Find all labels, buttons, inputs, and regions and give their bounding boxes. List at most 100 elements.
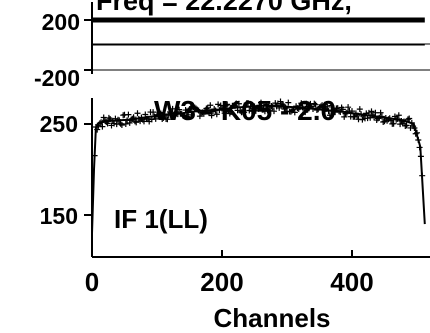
data-point [235,100,242,107]
data-point [356,106,363,113]
data-point [219,105,225,112]
data-point [332,109,339,116]
bottom-panel: 250 150 W3 - K05 - 2.0 IF 1(LL) 0 200 400 … [40,95,430,333]
data-point [377,109,384,116]
data-point [311,100,318,107]
data-point [419,172,426,179]
data-point [285,99,292,106]
data-point [131,118,138,125]
data-point [317,103,324,110]
data-point [282,105,289,112]
data-point [334,105,341,112]
data-point [325,108,332,115]
top-series-group [92,17,425,46]
data-point [245,99,251,106]
bottom-y-tick-label-150: 150 [40,203,78,229]
data-point [92,152,98,159]
data-point [298,100,305,107]
data-point [222,102,229,109]
data-point [278,100,285,107]
data-point [342,110,349,117]
data-point [291,109,298,116]
data-point [156,109,163,116]
data-point [412,130,419,137]
data-point [290,106,297,113]
data-point [416,144,423,151]
data-point [196,113,203,120]
data-point [395,112,402,119]
data-point [134,110,141,117]
x-tick-label: 200 [200,267,243,297]
data-point [345,104,352,111]
top-y-tick-label-minus-200: -200 [34,65,80,91]
data-point [213,111,220,118]
data-point [115,116,121,123]
data-point [182,107,189,114]
data-point [324,103,331,110]
data-point [164,116,171,123]
data-point [336,108,342,115]
data-point [208,112,215,119]
data-point [94,126,101,133]
bottom-series-group [92,98,426,234]
data-point [157,110,164,117]
data-point [144,115,151,122]
data-point [408,119,415,126]
data-point [411,124,418,131]
data-point [242,103,249,110]
data-point [349,108,355,115]
source-annotation: W3 - K05 - 2.0 [154,95,336,126]
x-axis-label: Channels [213,303,330,333]
data-point [302,109,309,116]
data-point [394,115,401,122]
data-point [300,105,307,112]
data-point [150,109,157,116]
data-point [341,113,348,120]
data-point [228,108,235,115]
data-point [202,108,209,115]
data-point [221,110,228,117]
data-point [276,104,283,111]
data-point [414,129,420,136]
top-title: Freq = 22.2270 GHz, [96,0,352,16]
data-point [393,116,400,123]
data-point [130,114,137,121]
data-point [388,117,394,124]
data-point [312,101,319,108]
data-point [326,112,333,119]
bottom-y-tick-label-250: 250 [40,111,78,137]
x-axis-ticks: 0 200 400 [85,250,374,297]
data-point [117,120,124,127]
data-point [415,137,422,144]
data-point [404,116,411,123]
data-point [299,104,306,111]
top-y-tick-label-200: 200 [42,9,80,35]
data-point [224,101,231,108]
data-point [390,120,397,127]
data-point [255,105,262,112]
data-point [368,108,375,115]
data-point [258,99,264,106]
data-point [142,111,149,118]
data-point [126,119,133,126]
data-point [168,109,175,116]
data-point [194,106,201,113]
data-point [339,106,346,113]
data-point [354,112,361,119]
data-point [203,105,210,112]
data-point [116,117,123,124]
if-annotation: IF 1(LL) [114,204,208,234]
data-point [185,111,192,118]
data-point [99,123,106,130]
data-point [96,120,103,127]
data-point [378,113,385,120]
data-point [372,109,379,116]
data-point [155,113,162,120]
x-tick-label: 0 [85,267,99,297]
data-point [310,105,316,112]
data-point [403,122,410,129]
data-point [100,114,107,121]
data-point [105,114,112,121]
data-point [401,118,407,125]
top-panel: Freq = 22.2270 GHz, 200 -200 [34,0,430,91]
